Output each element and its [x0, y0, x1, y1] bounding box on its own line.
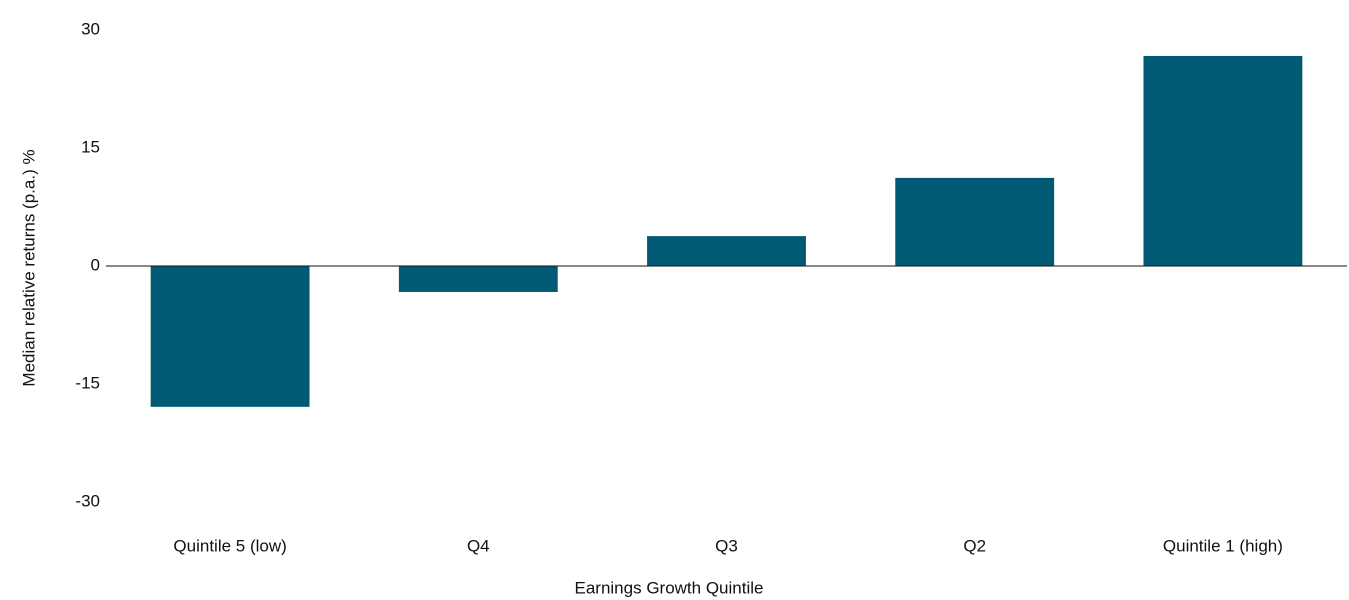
bar	[1143, 55, 1303, 267]
bar	[398, 266, 558, 292]
x-tick-label: Q2	[963, 536, 986, 555]
y-tick-label: -15	[75, 373, 100, 392]
bar	[647, 236, 806, 266]
bar	[150, 266, 310, 407]
y-axis-title: Median relative returns (p.a.) %	[19, 149, 38, 386]
x-tick-label: Quintile 5 (low)	[173, 536, 286, 555]
x-axis-title: Earnings Growth Quintile	[575, 578, 764, 597]
bar	[895, 177, 1055, 266]
x-tick-label: Quintile 1 (high)	[1163, 536, 1283, 555]
y-tick-label: -30	[75, 491, 100, 510]
x-tick-label: Q4	[467, 536, 490, 555]
x-tick-label: Q3	[715, 536, 738, 555]
y-tick-label: 0	[91, 255, 100, 274]
y-tick-label: 15	[81, 137, 100, 156]
y-tick-label: 30	[81, 19, 100, 38]
